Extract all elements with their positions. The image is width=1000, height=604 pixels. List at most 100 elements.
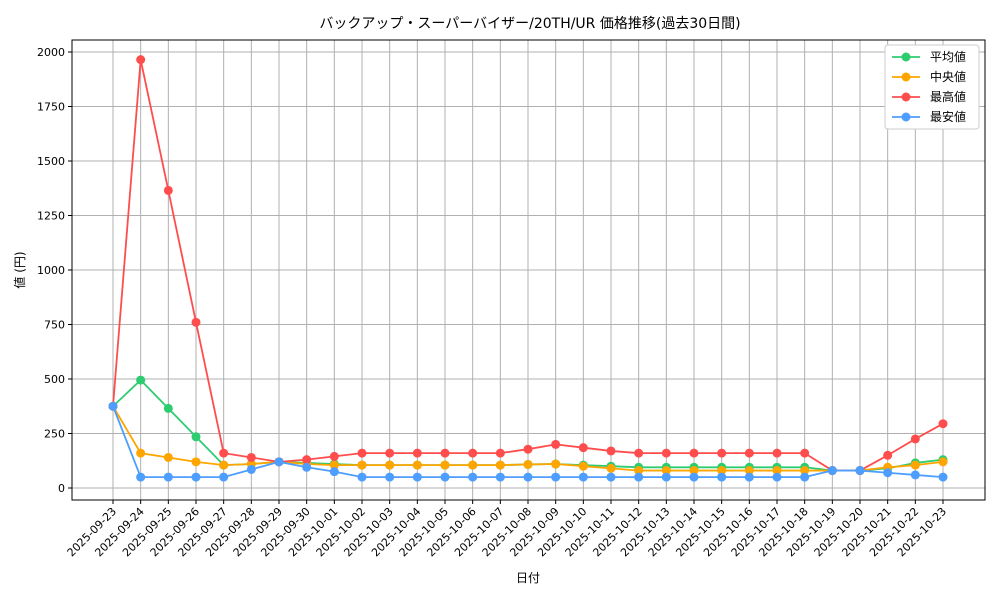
data-point [910,460,920,470]
data-point [800,466,810,476]
data-point [744,448,754,458]
y-tick-label: 750 [44,319,65,332]
data-point [495,448,505,458]
data-point [523,459,533,469]
y-tick-label: 0 [58,482,65,495]
plot-frame [71,39,986,501]
data-point [191,457,201,467]
series-3 [108,401,948,482]
data-point [938,457,948,467]
y-tick-label: 1750 [37,101,65,114]
data-point [191,432,201,442]
data-point [883,468,893,478]
data-point [385,472,395,482]
data-point [136,448,146,458]
data-point [578,472,588,482]
data-point [634,466,644,476]
data-point [219,448,229,458]
legend-box [884,44,980,130]
data-point [163,185,173,195]
data-point [191,317,201,327]
data-point [523,472,533,482]
data-point [412,472,422,482]
data-point [274,457,284,467]
data-point [219,472,229,482]
data-point [689,466,699,476]
data-point [551,459,561,469]
data-point [606,446,616,456]
data-point [744,466,754,476]
data-point [357,460,367,470]
data-point [468,472,478,482]
data-point [938,472,948,482]
data-point [302,462,312,472]
legend-label: 最高値 [930,89,966,104]
data-point [855,466,865,476]
data-point [246,464,256,474]
data-point [800,448,810,458]
data-point [606,472,616,482]
y-tick-label: 1000 [37,264,65,277]
y-tick-label: 2000 [37,46,65,59]
data-point [163,403,173,413]
y-tick-label: 1250 [37,210,65,223]
legend-label: 平均値 [930,49,966,64]
data-point [689,448,699,458]
data-point [357,472,367,482]
data-point [136,472,146,482]
data-point [440,448,450,458]
data-point [412,460,422,470]
data-point [246,452,256,462]
data-point [938,419,948,429]
data-point [302,455,312,465]
legend-marker [901,92,911,102]
data-point [772,466,782,476]
x-axis-label: 日付 [516,571,540,585]
data-point [440,460,450,470]
data-point [827,466,837,476]
data-point [772,472,782,482]
data-point [329,460,339,470]
data-point [661,472,671,482]
data-point [219,460,229,470]
y-tick-label: 1500 [37,155,65,168]
data-point [495,472,505,482]
data-point [910,434,920,444]
data-point [717,466,727,476]
data-point [329,451,339,461]
legend-marker [901,52,911,62]
data-point [163,472,173,482]
data-point [136,55,146,65]
data-point [744,472,754,482]
data-point [606,463,616,473]
chart-title: バックアップ・スーパーバイザー/20TH/UR 価格推移(過去30日間) [319,16,740,32]
data-point [661,448,671,458]
data-point [136,375,146,385]
legend-label: 中央値 [930,69,966,84]
data-point [412,448,422,458]
data-point [385,448,395,458]
legend-label: 最安値 [930,109,966,124]
data-point [191,472,201,482]
data-point [163,452,173,462]
data-point [468,460,478,470]
data-point [689,472,699,482]
data-point [523,444,533,454]
y-tick-label: 500 [44,373,65,386]
data-point [551,472,561,482]
data-point [551,439,561,449]
data-point [578,443,588,453]
legend-marker [901,72,911,82]
data-point [634,472,644,482]
data-point [578,461,588,471]
data-point [468,448,478,458]
data-point [357,448,367,458]
data-point [717,472,727,482]
data-point [661,466,671,476]
data-point [495,460,505,470]
data-point [800,472,810,482]
data-point [883,450,893,460]
legend-marker [901,112,911,122]
